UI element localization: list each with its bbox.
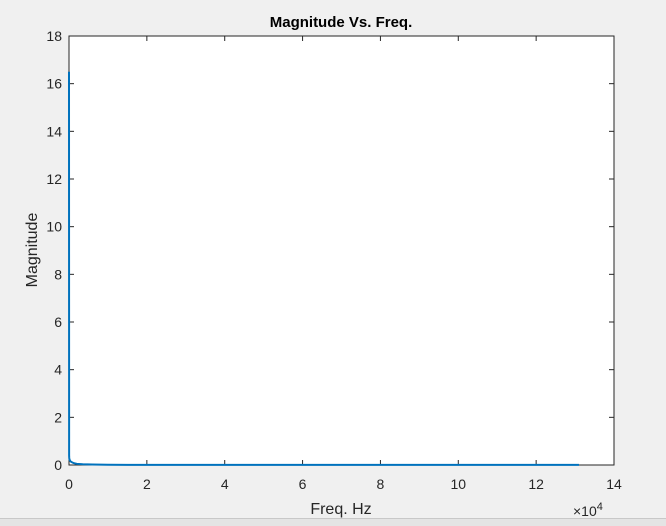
y-tick-label: 18 <box>46 28 62 44</box>
y-tick-label: 6 <box>54 314 62 330</box>
y-tick-label: 10 <box>46 219 62 235</box>
y-tick-label: 16 <box>46 76 62 92</box>
y-tick-label: 12 <box>46 171 62 187</box>
y-tick-labels: 0 2 4 6 8 10 12 14 16 18 <box>46 28 62 473</box>
x-tick-label: 2 <box>143 476 151 492</box>
y-tick-label: 4 <box>54 362 62 378</box>
y-tick-label: 0 <box>54 457 62 473</box>
y-tick-label: 8 <box>54 266 62 282</box>
x-tick-label: 10 <box>450 476 466 492</box>
axes-box <box>68 35 615 466</box>
window-bottom-edge <box>0 518 666 526</box>
x-tick-labels: 0 2 4 6 8 10 12 14 <box>65 476 622 492</box>
chart-title: Magnitude Vs. Freq. <box>270 14 413 31</box>
x-tick-label: 0 <box>65 476 73 492</box>
x-tick-label: 14 <box>606 476 622 492</box>
x-exponent-power: 4 <box>597 501 603 513</box>
x-axis-label: Freq. Hz <box>310 501 371 518</box>
y-axis-label: Magnitude <box>24 213 41 288</box>
x-tick-label: 4 <box>221 476 229 492</box>
x-tick-label: 8 <box>377 476 385 492</box>
x-exponent-base: ×10 <box>573 503 597 518</box>
x-tick-label: 6 <box>299 476 307 492</box>
y-tick-label: 14 <box>46 123 62 139</box>
y-tick-label: 2 <box>54 409 62 425</box>
x-exponent-label: ×104 <box>573 501 603 518</box>
tick-marks <box>68 35 615 466</box>
x-tick-label: 12 <box>528 476 544 492</box>
series-line <box>68 71 579 466</box>
